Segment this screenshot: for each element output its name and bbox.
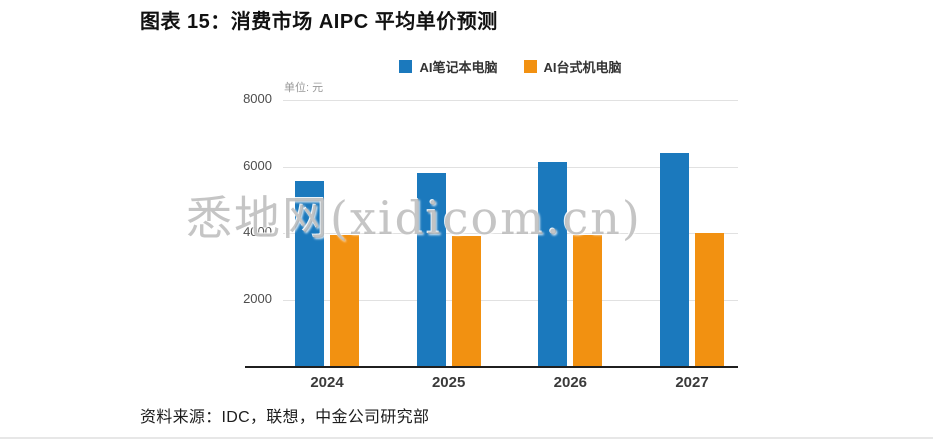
x-tick-label-2026: 2026 (553, 374, 588, 391)
bar-series0-2026 (538, 161, 568, 366)
gridline-2000 (283, 299, 738, 301)
unit-label: 单位: 元 (284, 82, 324, 94)
bar-series0-2024 (295, 181, 324, 366)
legend-swatch-icon (523, 60, 537, 73)
gridline-6000 (283, 166, 738, 168)
figure-title: 图表 15：消费市场 AIPC 平均单价预测 (140, 11, 498, 33)
x-tick-label-2024: 2024 (310, 374, 344, 391)
legend-item-series1: AI台式机电脑 (523, 57, 622, 76)
bar-series1-2024 (330, 234, 359, 366)
bar-series1-2027 (695, 233, 724, 366)
bar-series1-2026 (573, 234, 603, 366)
source-note: 资料来源：IDC，联想，中金公司研究部 (140, 409, 430, 426)
gridline-4000 (283, 233, 738, 234)
bar-series0-2027 (660, 153, 689, 366)
plot-area: 2000 4000 6000 8000 2024 2025 2026 2027 (243, 91, 738, 391)
bar-series0-2025 (416, 173, 446, 366)
chart-legend: AI笔记本电脑 AI台式机电脑 (283, 57, 738, 76)
x-tick-label-2025: 2025 (431, 374, 466, 391)
bar-series1-2025 (451, 236, 481, 366)
legend-swatch-icon (399, 60, 413, 73)
bottom-divider (0, 437, 933, 439)
x-axis-line (245, 366, 738, 368)
legend-label: AI笔记本电脑 (419, 60, 498, 75)
gridline-8000 (283, 100, 738, 101)
legend-item-series0: AI笔记本电脑 (399, 57, 498, 76)
y-tick-label-6000: 6000 (243, 157, 272, 173)
legend-label: AI台式机电脑 (543, 60, 622, 75)
y-tick-label-2000: 2000 (243, 290, 272, 306)
y-tick-label-4000: 4000 (243, 224, 272, 239)
y-tick-label-8000: 8000 (243, 91, 272, 106)
x-tick-label-2027: 2027 (675, 374, 709, 391)
